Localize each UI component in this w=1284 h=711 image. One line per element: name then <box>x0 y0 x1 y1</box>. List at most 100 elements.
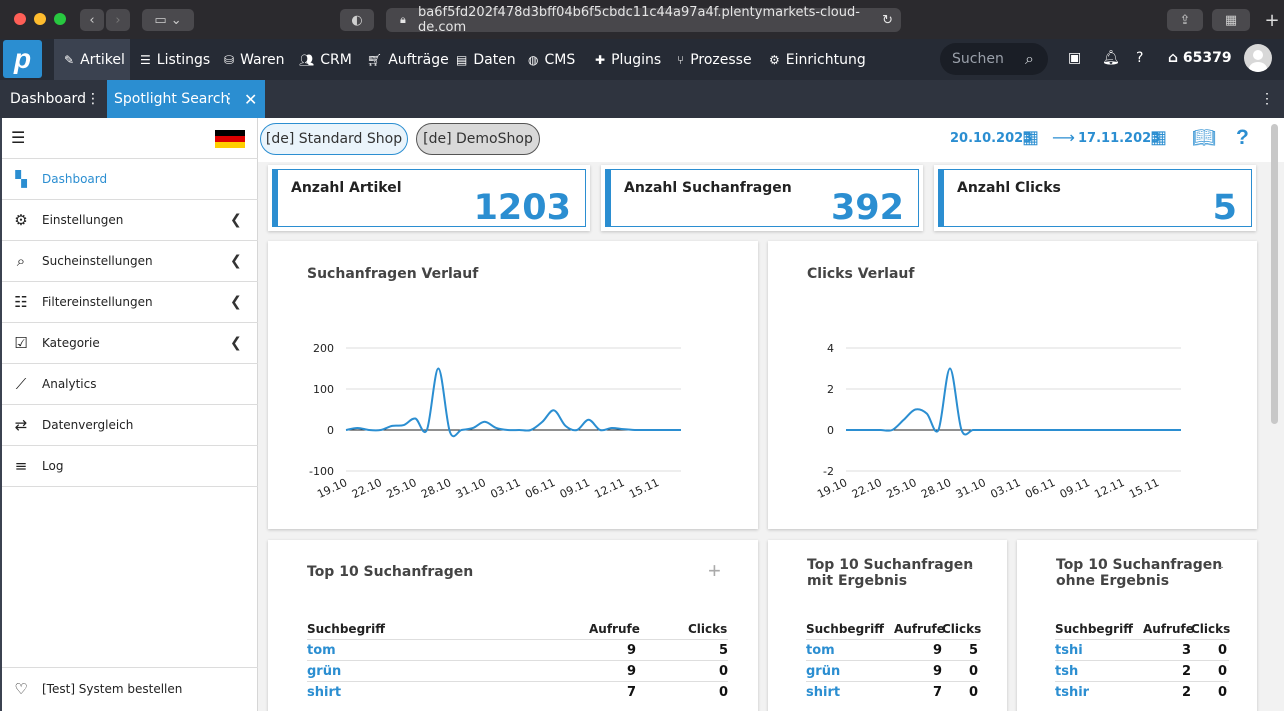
nav-daten[interactable]: ▤ Daten <box>456 51 516 68</box>
nav-plugins[interactable]: ✚ Plugins <box>595 51 662 68</box>
globe-icon: ◍ <box>528 52 539 67</box>
scrollbar[interactable] <box>1268 120 1280 711</box>
x-tick-label: 25.10 <box>885 476 919 501</box>
cart-icon: 🛒︎ <box>367 52 383 67</box>
tab-menu-icon[interactable]: ⋮ <box>222 91 236 107</box>
shop-standard-pill[interactable]: [de] Standard Shop <box>260 123 408 155</box>
search-term-link[interactable]: tshi <box>1055 643 1083 658</box>
calendar-icon[interactable]: ▦ <box>1022 127 1040 147</box>
table-row[interactable]: grün 9 0 <box>806 660 980 681</box>
help-icon[interactable]: ? <box>1136 50 1144 66</box>
series-line <box>345 367 681 438</box>
sidebar-footer-order-system[interactable]: ♡ [Test] System bestellen <box>2 667 258 709</box>
x-tick-label: 25.10 <box>385 476 419 501</box>
menu-icon[interactable]: ☰ <box>11 128 26 147</box>
calls-value: 2 <box>1181 685 1191 700</box>
table-row[interactable]: grün 9 0 <box>307 660 728 681</box>
avatar[interactable] <box>1244 44 1272 72</box>
bell-icon[interactable]: 🔔︎ <box>1102 50 1120 66</box>
table-row[interactable]: tsh 2 0 <box>1055 660 1229 681</box>
url-bar[interactable]: 🔒︎ ba6f5fd202f478d3bff04b6f5cbdc11c44a97… <box>386 5 901 35</box>
sidebar-item-analytics[interactable]: ⟋ Analytics <box>2 364 258 405</box>
flag-de-icon[interactable] <box>215 130 245 148</box>
more-icon[interactable]: ⋮ <box>1260 90 1274 106</box>
sidebar-item-dashboard[interactable]: ▚ Dashboard <box>2 159 258 200</box>
tab-menu-icon[interactable]: ⋮ <box>86 91 100 107</box>
database-icon: ▤ <box>456 52 468 67</box>
search-term-link[interactable]: tom <box>806 643 835 658</box>
back-button[interactable]: ‹ <box>80 9 104 31</box>
minimize-window-button[interactable] <box>34 13 46 25</box>
table-row[interactable]: shirt 7 0 <box>307 681 728 702</box>
clicks-value: 0 <box>718 664 728 679</box>
plenty-logo[interactable]: p <box>3 40 42 78</box>
nav-artikel[interactable]: ✎ Artikel <box>54 39 130 80</box>
share-button[interactable]: ⇪ <box>1167 9 1203 31</box>
search-input[interactable]: Suchen ⌕ <box>940 43 1048 75</box>
sidebar-item-sucheinstellungen[interactable]: ⌕ Sucheinstellungen ❮ <box>2 241 258 282</box>
close-icon[interactable]: ✕ <box>244 89 258 109</box>
search-term-link[interactable]: tshir <box>1055 685 1090 700</box>
sidebar-item-einstellungen[interactable]: ⚙ Einstellungen ❮ <box>2 200 258 241</box>
search-term-link[interactable]: shirt <box>307 685 342 700</box>
calendar-icon[interactable]: ▦ <box>1150 127 1168 147</box>
help-icon[interactable]: ? <box>1236 126 1249 149</box>
tab-spotlight-search[interactable]: Spotlight Search ⋮ ✕ <box>107 80 265 118</box>
new-tab-button[interactable]: + <box>1260 9 1284 31</box>
clicks-value: 5 <box>968 643 978 658</box>
sidebar-item-filtereinstellungen[interactable]: ☷ Filtereinstellungen ❮ <box>2 282 258 323</box>
maximize-window-button[interactable] <box>54 13 66 25</box>
sliders-icon: ☷ <box>14 293 28 311</box>
minus-icon[interactable]: - <box>968 558 973 574</box>
table-row[interactable]: tom 9 5 <box>307 639 728 660</box>
date-to[interactable]: 17.11.2023 <box>1078 131 1161 146</box>
chevron-left-icon: ❮ <box>230 294 242 310</box>
tab-dashboard[interactable]: Dashboard ⋮ <box>10 91 100 107</box>
date-from[interactable]: 20.10.2023 <box>950 131 1033 146</box>
close-window-button[interactable] <box>14 13 26 25</box>
search-term-link[interactable]: grün <box>806 664 841 679</box>
search-term-link[interactable]: tom <box>307 643 336 658</box>
x-tick-label: 22.10 <box>350 476 384 501</box>
nav-cms[interactable]: ◍ CMS <box>528 51 576 68</box>
sidebar-item-log[interactable]: ≡ Log <box>2 446 258 487</box>
account-id[interactable]: ⌂ 65379 <box>1168 50 1232 66</box>
card-top10-suchanfragen: Top 10 Suchanfragen + Suchbegriff Aufruf… <box>268 540 758 711</box>
reload-icon[interactable]: ↻ <box>882 12 893 28</box>
clicks-value: 0 <box>718 685 728 700</box>
nav-einrichtung[interactable]: ⚙ Einrichtung <box>769 51 866 68</box>
calls-value: 9 <box>932 643 942 658</box>
nav-crm[interactable]: 👥︎ CRM <box>299 51 352 68</box>
table-row[interactable]: tshi 3 0 <box>1055 639 1229 660</box>
sidebar-toggle-button[interactable]: ▭ ⌄ <box>142 9 194 31</box>
minus-icon[interactable]: - <box>1219 558 1224 574</box>
plus-icon[interactable]: + <box>708 558 721 583</box>
table-row[interactable]: shirt 7 0 <box>806 681 980 702</box>
app-navbar: p ✎ Artikel ☰ Listings ⛁ Waren 👥︎ CRM 🛒︎ Auft… <box>0 39 1284 80</box>
chevron-left-icon: ‹ <box>89 12 95 28</box>
x-tick-label: 09.11 <box>558 476 592 501</box>
nav-waren[interactable]: ⛁ Waren <box>224 51 285 68</box>
tab-overview-button[interactable]: ▦ <box>1212 9 1250 31</box>
nav-listings[interactable]: ☰ Listings <box>140 51 211 68</box>
search-term-link[interactable]: tsh <box>1055 664 1079 679</box>
chat-icon[interactable]: ▣ <box>1068 50 1082 66</box>
privacy-button[interactable]: ◐ <box>340 9 374 31</box>
nav-prozesse[interactable]: ⑂ Prozesse <box>677 51 752 68</box>
table-row[interactable]: tom 9 5 <box>806 639 980 660</box>
col-header-term: Suchbegriff <box>806 622 884 636</box>
listing-icon: ☰ <box>140 52 151 67</box>
user-icon <box>1249 50 1267 72</box>
x-tick-label: 12.11 <box>1092 476 1126 501</box>
y-tick-label: 2 <box>827 383 834 396</box>
book-icon[interactable]: 📖︎ <box>1192 127 1217 149</box>
shop-demo-pill[interactable]: [de] DemoShop <box>416 123 540 155</box>
search-term-link[interactable]: shirt <box>806 685 841 700</box>
y-tick-label: 100 <box>313 383 334 396</box>
forward-button[interactable]: › <box>106 9 130 31</box>
nav-auftraege[interactable]: 🛒︎ Aufträge <box>367 51 449 68</box>
table-row[interactable]: tshir 2 0 <box>1055 681 1229 702</box>
sidebar-item-kategorie[interactable]: ☑ Kategorie ❮ <box>2 323 258 364</box>
search-term-link[interactable]: grün <box>307 664 342 679</box>
sidebar-item-datenvergleich[interactable]: ⇄ Datenvergleich <box>2 405 258 446</box>
